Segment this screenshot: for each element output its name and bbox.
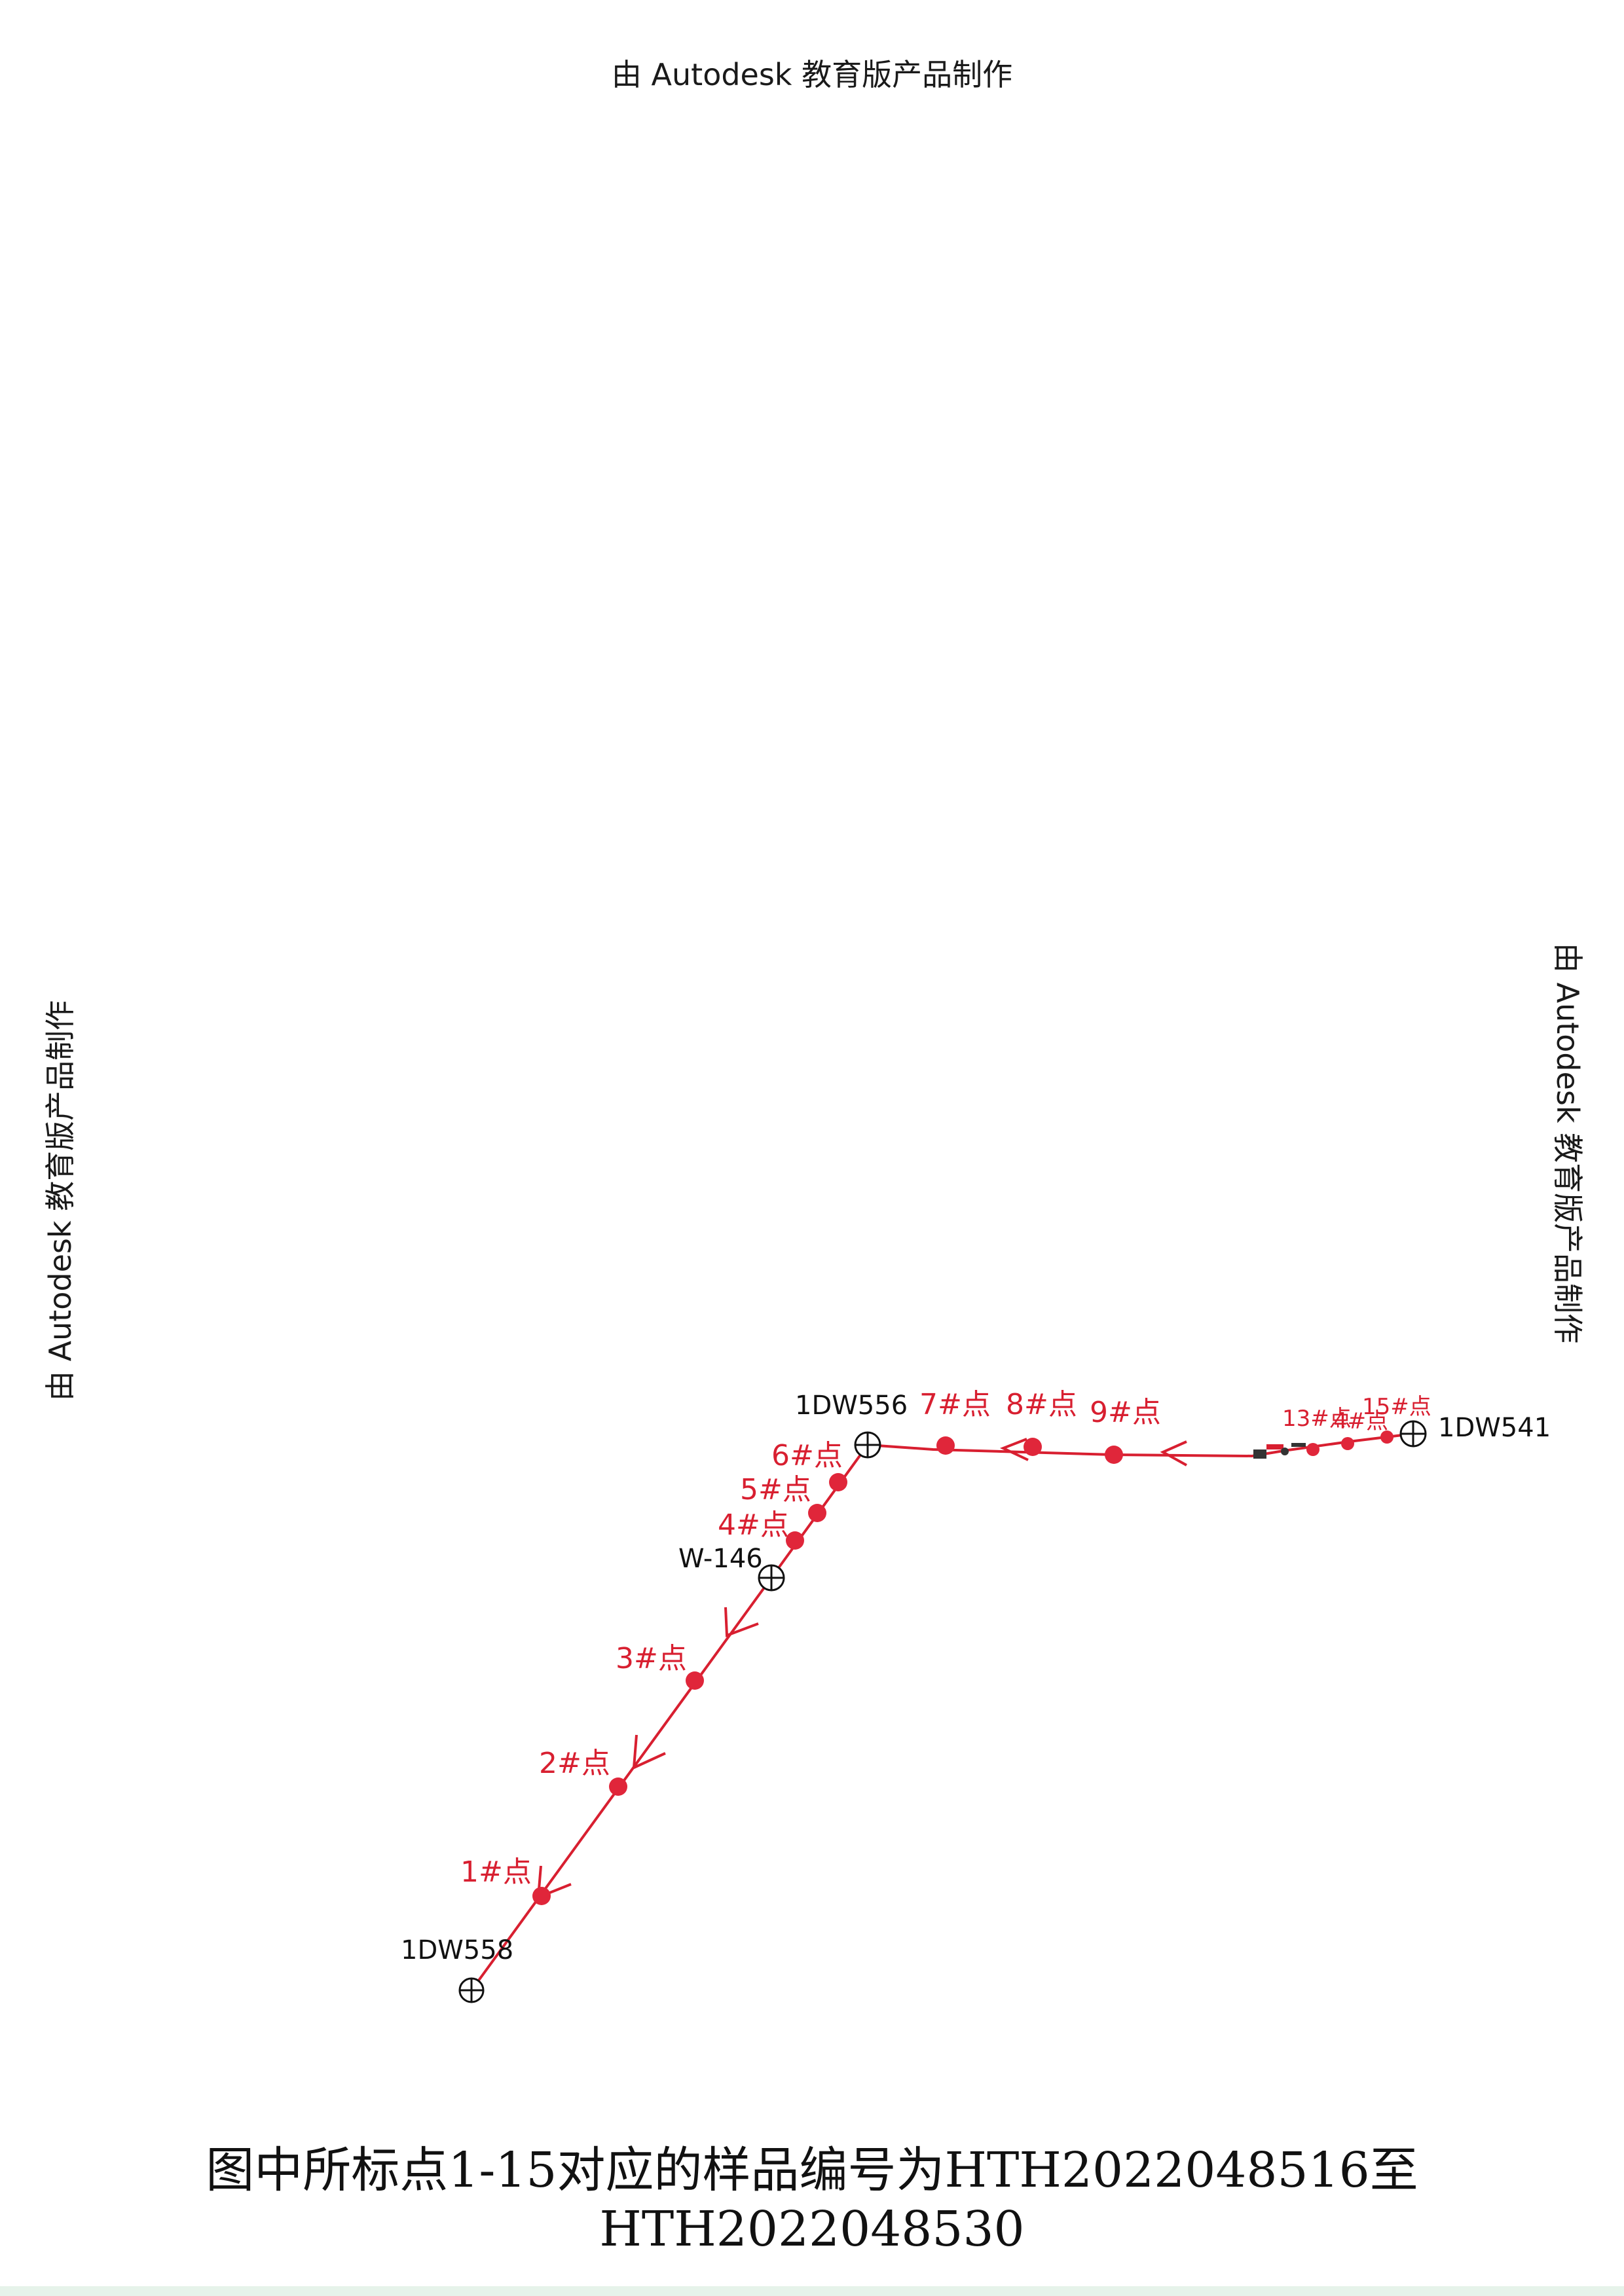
route-line	[470, 1432, 1414, 1992]
sample-point-2	[609, 1777, 627, 1796]
sample-point-8	[1024, 1438, 1042, 1456]
point-label-7: 7#点	[919, 1388, 991, 1421]
sample-point-15	[1380, 1430, 1393, 1444]
point-label-2: 2#点	[539, 1747, 610, 1780]
point-label-15: 15#点	[1362, 1394, 1431, 1420]
sample-point-4	[786, 1531, 804, 1550]
sample-points	[532, 1430, 1393, 1905]
station-marker-1dw541	[1399, 1420, 1427, 1448]
point-label-6: 6#点	[771, 1439, 843, 1472]
station-label-w146: W-146	[678, 1544, 763, 1574]
sample-point-9	[1105, 1446, 1123, 1464]
arrow-mark	[999, 1438, 1029, 1461]
point-label-8: 8#点	[1006, 1388, 1077, 1421]
sample-point-13	[1306, 1443, 1320, 1456]
sample-point-14	[1341, 1437, 1354, 1450]
arrow-mark	[1160, 1440, 1187, 1467]
sample-point-3	[686, 1671, 704, 1690]
point-label-1: 1#点	[460, 1855, 532, 1889]
station-label-1dw556: 1DW556	[795, 1391, 908, 1421]
station-label-1dw558: 1DW558	[401, 1935, 513, 1965]
sample-point-1	[532, 1887, 551, 1905]
point-label-5: 5#点	[740, 1473, 811, 1506]
flow-arrows	[536, 1438, 1187, 1900]
sample-point-6	[829, 1473, 847, 1491]
point-label-13: 13#点	[1282, 1406, 1352, 1432]
bottom-strip	[0, 2286, 1624, 2296]
sample-point-5	[808, 1504, 826, 1522]
figure-caption: 图中所标点1-15对应的样品编号为HTH2022048516至HTH202204…	[206, 2142, 1418, 2257]
point-label-3: 3#点	[616, 1642, 687, 1675]
pipe-fixture	[1253, 1443, 1306, 1459]
station-marker-1dw558	[458, 1977, 485, 2003]
arrow-mark	[724, 1607, 759, 1637]
station-label-1dw541: 1DW541	[1438, 1413, 1551, 1443]
point-label-4: 4#点	[718, 1508, 789, 1542]
arrow-mark	[632, 1734, 666, 1770]
station-marker-1dw556	[854, 1431, 881, 1459]
point-label-9: 9#点	[1090, 1396, 1161, 1429]
point-label-14: 4#点	[1333, 1408, 1388, 1434]
watermark-top: 由 Autodesk 教育版产品制作	[611, 57, 1013, 92]
stations	[458, 1420, 1427, 2003]
station-marker-w146	[758, 1564, 785, 1592]
sample-point-7	[936, 1436, 955, 1455]
